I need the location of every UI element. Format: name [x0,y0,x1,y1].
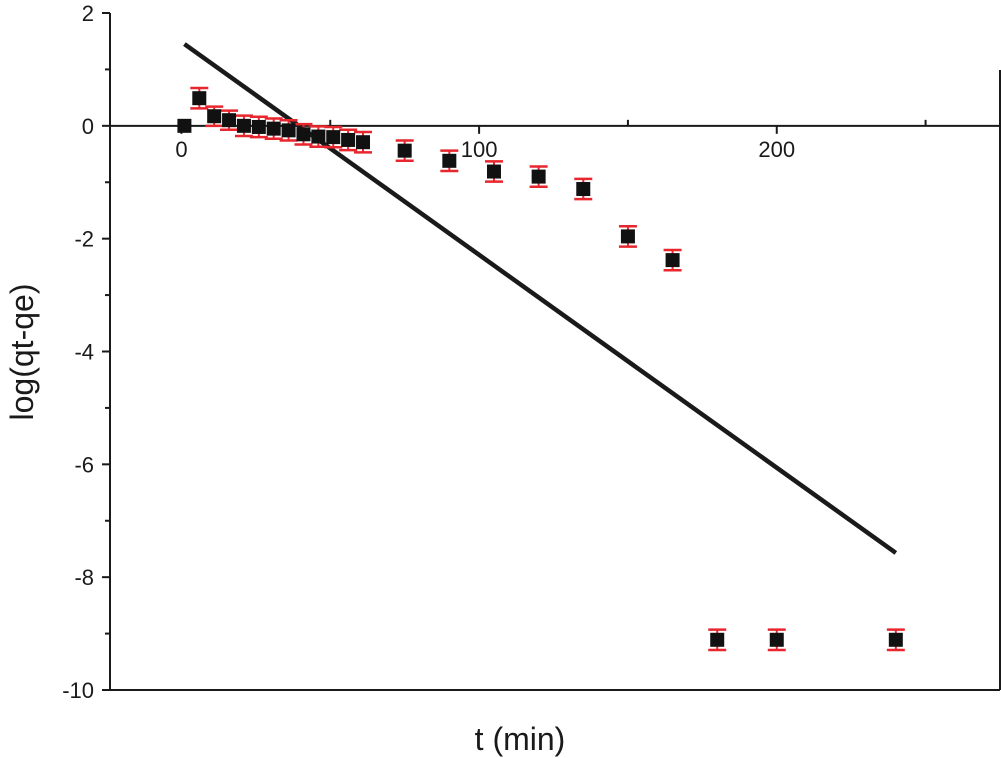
data-point [341,132,356,147]
y-tick-label: 2 [82,1,94,26]
data-point [281,123,296,138]
data-point [236,118,251,133]
data-point [710,632,725,647]
errorbar-layer [190,86,905,652]
data-point [207,109,222,124]
data-point [665,253,680,268]
data-point [769,632,784,647]
data-point [531,169,546,184]
data-point [326,130,341,145]
y-tick-label: -8 [74,565,94,590]
data-point [266,121,281,136]
data-point [251,119,266,134]
y-tick-label: -10 [62,678,94,703]
x-tick-label: 200 [758,137,795,162]
axes: 2 0 -2 -4 -6 -8 -10 0 100 200 [62,1,1001,703]
data-point [192,91,207,106]
y-tick-label: -2 [74,227,94,252]
data-point [222,113,237,128]
data-point [888,632,903,647]
data-point [397,143,412,158]
data-point [311,129,326,144]
label-layer: t (min) log(qt-qe) [4,284,565,757]
y-tick-label: 0 [82,114,94,139]
y-axis-title: log(qt-qe) [4,284,40,421]
y-tick-label: -4 [74,340,94,365]
data-point [296,127,311,142]
data-point [356,135,371,150]
y-tick-label: -6 [74,452,94,477]
data-point [620,229,635,244]
x-axis-title: t (min) [475,721,566,757]
x-tick-label: 100 [461,137,498,162]
marker-layer [177,91,903,647]
data-point [576,182,591,197]
data-point [486,164,501,179]
data-point [442,153,457,168]
data-point [177,118,192,133]
x-tick-label: 0 [175,137,187,162]
